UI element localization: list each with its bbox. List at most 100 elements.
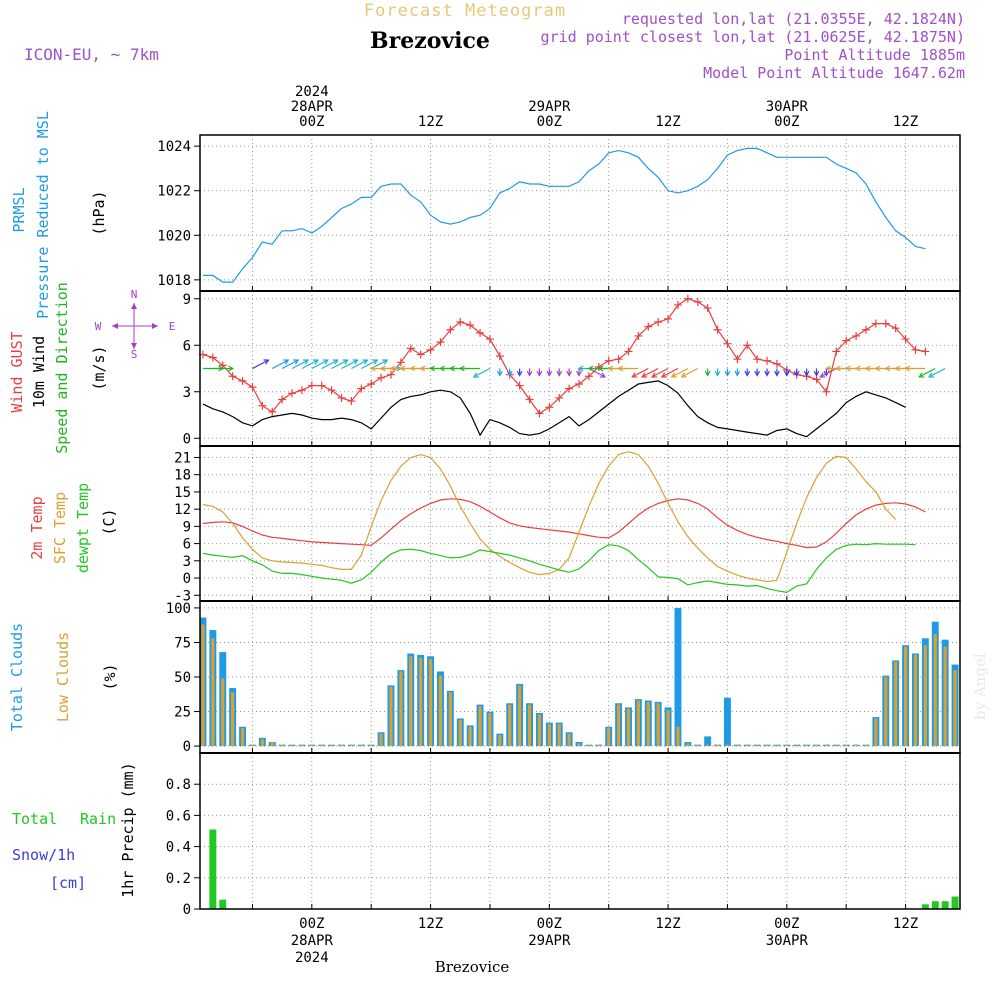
wind-arrow [670, 367, 689, 378]
bar-low-clouds [478, 706, 482, 747]
wind-arrow [291, 359, 310, 370]
wind-arrow [714, 368, 721, 377]
y-tick-label: 9 [183, 292, 191, 308]
gust-marker [683, 294, 692, 303]
wind-arrow [803, 368, 810, 377]
bar-low-clouds [537, 714, 542, 747]
point-altitude: Point Altitude 1885m [784, 46, 965, 64]
cloud-unit: (%) [101, 663, 119, 690]
compass-e: E [169, 320, 176, 333]
wind-arrow [774, 368, 780, 377]
bar-low-clouds [814, 744, 819, 747]
bar-low-clouds [725, 744, 730, 747]
gust-marker [763, 356, 772, 365]
wind-arrow [516, 368, 523, 377]
y-tick-label: 100 [166, 601, 191, 617]
gust-marker [545, 403, 554, 412]
temp-labels: 2m Temp SFC Temp dewpt Temp (C) [28, 483, 118, 573]
gust-marker [723, 339, 732, 348]
bar-total-rain [921, 904, 929, 909]
bar-total-rain [941, 901, 949, 909]
bar-low-clouds [419, 657, 423, 747]
gust-marker [901, 335, 910, 344]
wind-arrow [793, 368, 800, 377]
y-tick-label: 3 [183, 554, 191, 570]
gust-marker [268, 407, 277, 416]
wind-arrow [566, 368, 573, 377]
bar-total-rain [219, 899, 227, 909]
wind-arrow [252, 359, 270, 370]
bar-low-clouds [330, 744, 334, 747]
gust-marker [624, 347, 633, 356]
footer-location: Brezovice [435, 958, 510, 976]
gust-marker [713, 325, 722, 334]
temp-unit: (C) [100, 508, 118, 535]
bar-low-clouds [676, 726, 680, 747]
y-tick-label: 21 [174, 450, 191, 466]
gust-marker [238, 376, 247, 385]
location-title: Brezovice [370, 28, 490, 54]
bar-low-clouds [270, 741, 274, 747]
wind-arrow [212, 365, 235, 372]
gust-marker [258, 401, 267, 410]
gust-marker [772, 359, 781, 368]
wind-label-gust: Wind GUST [8, 331, 26, 412]
wind-arrow [496, 368, 503, 377]
cloud-labels: Total Clouds Low Clouds (%) [8, 623, 119, 731]
wind-arrow [271, 359, 290, 370]
temp-label-2m: 2m Temp [28, 496, 46, 559]
bar-low-clouds [755, 744, 759, 747]
bar-low-clouds [597, 744, 601, 747]
wind-arrow [918, 367, 936, 378]
gust-marker [693, 297, 702, 306]
bar-low-clouds [508, 704, 512, 747]
compass-s: S [131, 348, 138, 361]
compass-n: N [131, 288, 138, 301]
wind-arrow [311, 359, 329, 370]
bar-low-clouds [300, 744, 304, 747]
wind-arrow [724, 368, 731, 377]
y-tick-label: 0.2 [166, 871, 191, 887]
gust-marker [396, 358, 405, 367]
y-tick-label: 0 [183, 571, 191, 587]
gust-marker [436, 338, 445, 347]
gust-marker [476, 328, 485, 337]
gust-marker [584, 372, 593, 381]
y-tick-label: 0 [183, 739, 191, 755]
gust-marker [337, 393, 346, 402]
line-2m-temp [202, 498, 926, 549]
wind-arrow [341, 359, 359, 370]
bar-low-clouds [389, 686, 393, 747]
bar-low-clouds [250, 744, 255, 747]
y-tick-label: 0.8 [166, 777, 191, 793]
bottom-time-label: 28APR [291, 933, 334, 949]
bar-low-clouds [587, 744, 591, 747]
temp-label-dewpt: dewpt Temp [74, 483, 92, 573]
bar-total-rain [951, 896, 959, 909]
bar-low-clouds [369, 744, 373, 747]
bar-low-clouds [686, 743, 690, 747]
gust-marker [852, 331, 861, 340]
y-tick-label: 12 [174, 502, 191, 518]
top-time-label: 00Z [299, 114, 324, 130]
bar-low-clouds [656, 703, 660, 747]
model-label: ICON-EU, ~ 7km [24, 45, 159, 64]
gust-marker [317, 381, 326, 390]
top-time-label: 12Z [655, 114, 680, 130]
temp-label-sfc: SFC Temp [51, 492, 69, 564]
bar-low-clouds [468, 726, 472, 747]
bar-low-clouds [913, 654, 918, 747]
wind-label-10m: 10m Wind [30, 336, 48, 408]
bar-low-clouds [617, 704, 621, 747]
bar-low-clouds [834, 744, 838, 747]
bottom-time-label: 00Z [537, 916, 562, 932]
precip-unit: 1hr Precip (mm) [119, 762, 137, 897]
bar-low-clouds [775, 744, 779, 747]
wind-arrow [704, 368, 711, 377]
bar-low-clouds [735, 744, 739, 747]
bar-total-clouds [674, 607, 682, 747]
bottom-time-label: 2024 [295, 950, 329, 966]
